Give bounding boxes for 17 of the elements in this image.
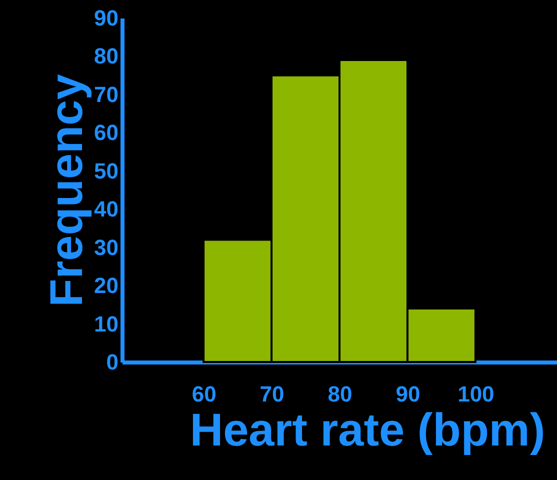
y-tick-label: 70 <box>94 82 118 107</box>
y-tick-label: 20 <box>94 273 118 298</box>
y-tick-label: 10 <box>94 311 118 336</box>
y-tick-label: 0 <box>106 350 118 374</box>
x-tick-label: 90 <box>396 382 420 406</box>
x-tick-label: 100 <box>458 382 494 406</box>
y-tick-label: 50 <box>94 158 118 184</box>
x-tick-label: 80 <box>328 382 352 406</box>
y-axis-title: Frequency <box>40 74 92 307</box>
x-tick-label: 60 <box>192 382 216 406</box>
y-tick-label: 90 <box>94 6 118 30</box>
x-axis-title: Heart rate (bpm) <box>190 404 546 456</box>
x-tick-label: 70 <box>260 382 284 406</box>
y-tick-label: 40 <box>94 196 118 222</box>
y-tick-label: 80 <box>94 44 118 69</box>
y-tick-label: 30 <box>94 234 118 260</box>
y-tick-label: 60 <box>94 120 118 146</box>
